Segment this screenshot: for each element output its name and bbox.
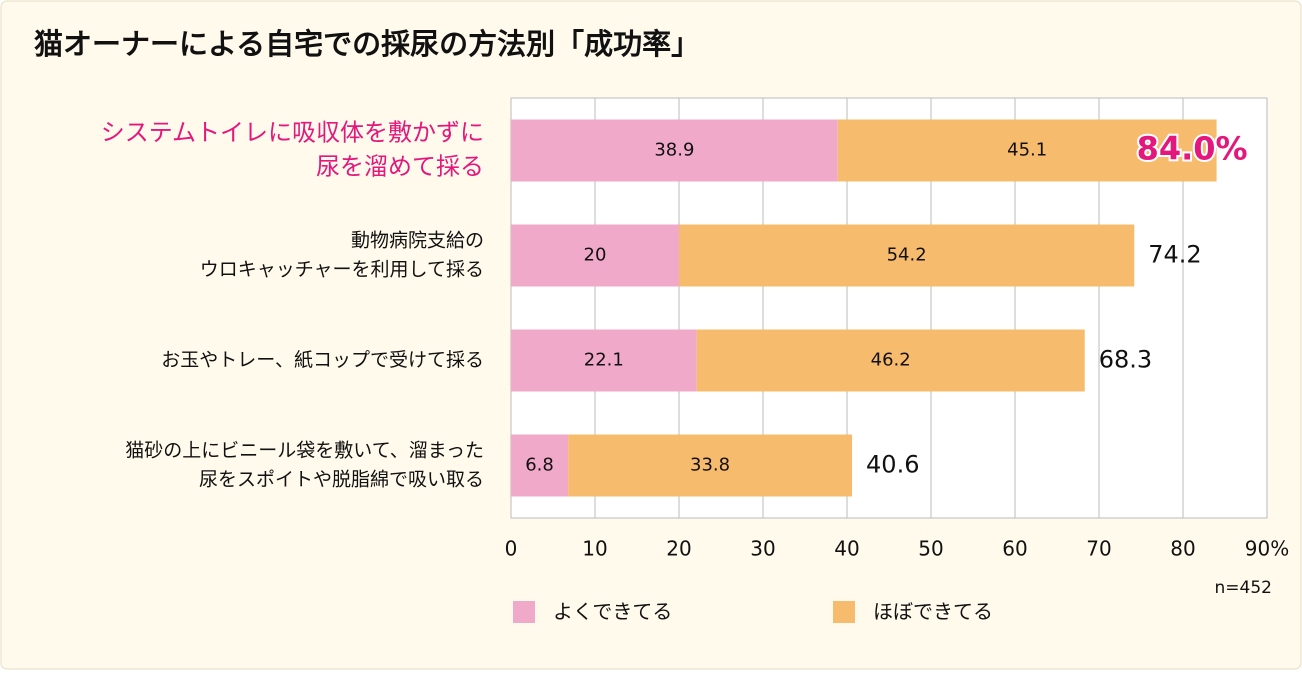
- value-label: 46.2: [871, 350, 911, 371]
- x-tick-label: 50: [918, 537, 943, 561]
- x-tick-label: 20: [666, 537, 691, 561]
- x-tick-label: 60: [1002, 537, 1027, 561]
- bar-segment: [679, 224, 1135, 287]
- category-label: 動物病院支給の: [351, 230, 484, 252]
- value-label: 20: [584, 245, 607, 266]
- x-tick-label: 80: [1170, 537, 1195, 561]
- x-tick-label: 30: [750, 537, 775, 561]
- x-tick-label: 10: [582, 537, 607, 561]
- total-label: 84.0%: [1137, 130, 1248, 168]
- category-label: 尿をスポイトや脱脂綿で吸い取る: [199, 469, 484, 491]
- category-label: お玉やトレー、紙コップで受けて採る: [161, 349, 484, 371]
- value-label: 22.1: [584, 350, 624, 371]
- value-label: 38.9: [654, 140, 694, 161]
- legend-label: よくできてる: [553, 600, 672, 624]
- x-tick-label: 90%: [1245, 537, 1289, 561]
- x-tick-label: 0: [505, 537, 518, 561]
- bar-segment: [511, 224, 679, 287]
- category-label: 尿を溜めて採る: [316, 153, 484, 181]
- x-tick-label: 40: [834, 537, 859, 561]
- bar-segment: [511, 434, 569, 497]
- legend-swatch: [833, 601, 855, 623]
- value-label: 6.8: [525, 455, 554, 476]
- chart-title: 猫オーナーによる自宅での採尿の方法別「成功率」: [34, 27, 700, 61]
- category-label: システムトイレに吸収体を敷かずに: [101, 119, 484, 147]
- total-label: 40.6: [866, 451, 919, 479]
- value-label: 33.8: [690, 455, 730, 476]
- total-label: 68.3: [1099, 346, 1152, 374]
- total-label: 74.2: [1148, 241, 1201, 269]
- category-label: 猫砂の上にビニール袋を敷いて、溜まった: [125, 440, 484, 462]
- legend-swatch: [513, 601, 535, 623]
- value-label: 45.1: [1007, 140, 1047, 161]
- category-label: ウロキャッチャーを利用して採る: [200, 259, 484, 281]
- bar-segment: [696, 329, 1085, 392]
- bar-segment: [568, 434, 853, 497]
- note: n=452: [1215, 578, 1272, 598]
- legend-label: ほぼできてる: [873, 600, 993, 624]
- bar-segment: [837, 119, 1217, 182]
- bar-segment: [511, 329, 697, 392]
- value-label: 54.2: [887, 245, 927, 266]
- bar-segment: [511, 119, 838, 182]
- x-tick-label: 70: [1086, 537, 1111, 561]
